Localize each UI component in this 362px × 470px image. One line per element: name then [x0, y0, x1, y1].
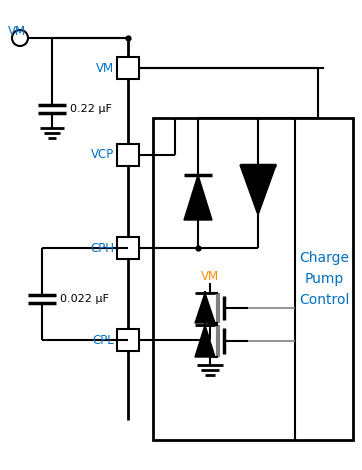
Text: VM: VM [96, 62, 114, 75]
Text: Charge
Pump
Control: Charge Pump Control [299, 251, 349, 306]
Text: 0.22 μF: 0.22 μF [70, 104, 112, 114]
Bar [117, 144, 139, 166]
Text: VCP: VCP [91, 149, 114, 162]
Text: VM: VM [201, 270, 219, 283]
Text: CPL: CPL [92, 334, 114, 346]
Bar [117, 237, 139, 259]
Bar [117, 57, 139, 79]
Bar [153, 118, 353, 440]
Circle shape [12, 30, 28, 46]
Polygon shape [195, 293, 215, 323]
Bar [117, 329, 139, 351]
Polygon shape [184, 175, 212, 220]
Text: VM: VM [8, 25, 26, 38]
Polygon shape [195, 325, 215, 357]
Text: 0.022 μF: 0.022 μF [60, 294, 109, 304]
Polygon shape [240, 165, 276, 215]
Text: CPH: CPH [90, 242, 114, 254]
